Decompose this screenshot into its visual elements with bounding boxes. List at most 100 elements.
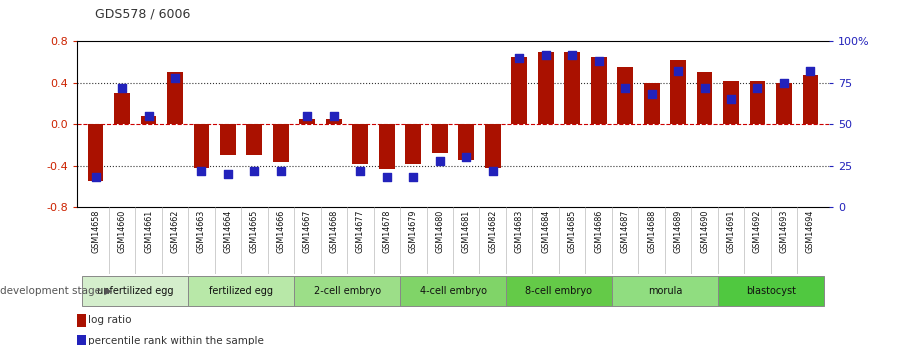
Text: GSM14677: GSM14677 bbox=[356, 210, 365, 253]
FancyBboxPatch shape bbox=[400, 276, 506, 306]
Point bbox=[486, 168, 500, 173]
Bar bbox=[564, 52, 580, 124]
Bar bbox=[140, 116, 157, 124]
Text: GSM14690: GSM14690 bbox=[700, 210, 709, 253]
Text: GSM14688: GSM14688 bbox=[647, 210, 656, 253]
Point bbox=[168, 75, 182, 81]
Point bbox=[538, 52, 553, 57]
Point bbox=[247, 168, 262, 173]
Bar bbox=[511, 57, 527, 124]
FancyBboxPatch shape bbox=[612, 276, 718, 306]
Bar bbox=[723, 81, 739, 124]
Text: 8-cell embryo: 8-cell embryo bbox=[525, 286, 593, 296]
Text: GSM14661: GSM14661 bbox=[144, 210, 153, 253]
Text: GSM14658: GSM14658 bbox=[91, 210, 100, 253]
Text: GSM14680: GSM14680 bbox=[435, 210, 444, 253]
Text: GDS578 / 6006: GDS578 / 6006 bbox=[95, 8, 190, 21]
Bar bbox=[379, 124, 395, 169]
Bar bbox=[458, 124, 474, 160]
Point bbox=[512, 55, 526, 61]
Bar bbox=[405, 124, 421, 164]
Bar bbox=[432, 124, 448, 153]
Text: GSM14685: GSM14685 bbox=[568, 210, 576, 253]
FancyBboxPatch shape bbox=[718, 276, 824, 306]
Text: GSM14664: GSM14664 bbox=[224, 210, 233, 253]
Text: GSM14689: GSM14689 bbox=[673, 210, 682, 253]
Text: GSM14686: GSM14686 bbox=[594, 210, 603, 253]
Text: GSM14668: GSM14668 bbox=[330, 210, 338, 253]
Text: GSM14692: GSM14692 bbox=[753, 210, 762, 253]
Point bbox=[406, 175, 420, 180]
Bar bbox=[352, 124, 368, 164]
Text: GSM14684: GSM14684 bbox=[541, 210, 550, 253]
Bar bbox=[77, 335, 86, 345]
FancyBboxPatch shape bbox=[506, 276, 612, 306]
Point bbox=[432, 158, 447, 164]
Text: 2-cell embryo: 2-cell embryo bbox=[313, 286, 381, 296]
Point bbox=[644, 92, 659, 97]
Bar bbox=[114, 93, 130, 124]
Text: GSM14660: GSM14660 bbox=[118, 210, 127, 253]
Point bbox=[115, 85, 130, 90]
Text: GSM14693: GSM14693 bbox=[779, 210, 788, 253]
Bar bbox=[246, 124, 263, 155]
Bar bbox=[538, 52, 554, 124]
Text: GSM14694: GSM14694 bbox=[806, 210, 815, 253]
Point bbox=[776, 80, 791, 86]
Bar bbox=[803, 75, 818, 124]
Point bbox=[459, 155, 474, 160]
Point bbox=[194, 168, 208, 173]
Bar bbox=[273, 124, 289, 162]
Bar bbox=[591, 57, 607, 124]
Point bbox=[141, 113, 156, 119]
Bar bbox=[77, 314, 86, 327]
Text: GSM14679: GSM14679 bbox=[409, 210, 418, 253]
Text: GSM14691: GSM14691 bbox=[727, 210, 736, 253]
Text: development stage ▶: development stage ▶ bbox=[0, 286, 112, 296]
Bar bbox=[220, 124, 236, 155]
Text: GSM14666: GSM14666 bbox=[276, 210, 285, 253]
Text: GSM14683: GSM14683 bbox=[515, 210, 524, 253]
Text: log ratio: log ratio bbox=[88, 315, 131, 325]
Bar bbox=[617, 67, 633, 124]
Bar bbox=[670, 60, 686, 124]
Text: percentile rank within the sample: percentile rank within the sample bbox=[88, 336, 265, 345]
Text: GSM14665: GSM14665 bbox=[250, 210, 259, 253]
Point bbox=[804, 68, 818, 74]
FancyBboxPatch shape bbox=[82, 276, 188, 306]
Point bbox=[353, 168, 368, 173]
FancyBboxPatch shape bbox=[188, 276, 294, 306]
Bar bbox=[194, 124, 209, 168]
Point bbox=[221, 171, 236, 177]
Bar bbox=[299, 119, 315, 124]
Point bbox=[698, 85, 712, 90]
Bar bbox=[167, 72, 183, 124]
Text: GSM14682: GSM14682 bbox=[488, 210, 497, 253]
Bar bbox=[485, 124, 501, 168]
Text: blastocyst: blastocyst bbox=[746, 286, 795, 296]
Bar bbox=[326, 119, 342, 124]
Text: GSM14667: GSM14667 bbox=[303, 210, 312, 253]
Point bbox=[565, 52, 580, 57]
Point bbox=[670, 68, 685, 74]
Point bbox=[300, 113, 314, 119]
Point bbox=[724, 97, 738, 102]
Bar bbox=[88, 124, 103, 181]
Text: morula: morula bbox=[648, 286, 682, 296]
Bar bbox=[749, 81, 766, 124]
Text: 4-cell embryo: 4-cell embryo bbox=[419, 286, 487, 296]
Point bbox=[592, 59, 606, 64]
Bar bbox=[643, 83, 660, 124]
Text: GSM14662: GSM14662 bbox=[170, 210, 179, 253]
Point bbox=[326, 113, 341, 119]
Point bbox=[88, 175, 102, 180]
Point bbox=[274, 168, 288, 173]
Text: GSM14681: GSM14681 bbox=[462, 210, 471, 253]
Bar bbox=[697, 72, 712, 124]
FancyBboxPatch shape bbox=[294, 276, 400, 306]
Text: GSM14663: GSM14663 bbox=[197, 210, 206, 253]
Bar bbox=[776, 83, 792, 124]
Text: fertilized egg: fertilized egg bbox=[209, 286, 274, 296]
Point bbox=[618, 85, 632, 90]
Text: GSM14678: GSM14678 bbox=[382, 210, 391, 253]
